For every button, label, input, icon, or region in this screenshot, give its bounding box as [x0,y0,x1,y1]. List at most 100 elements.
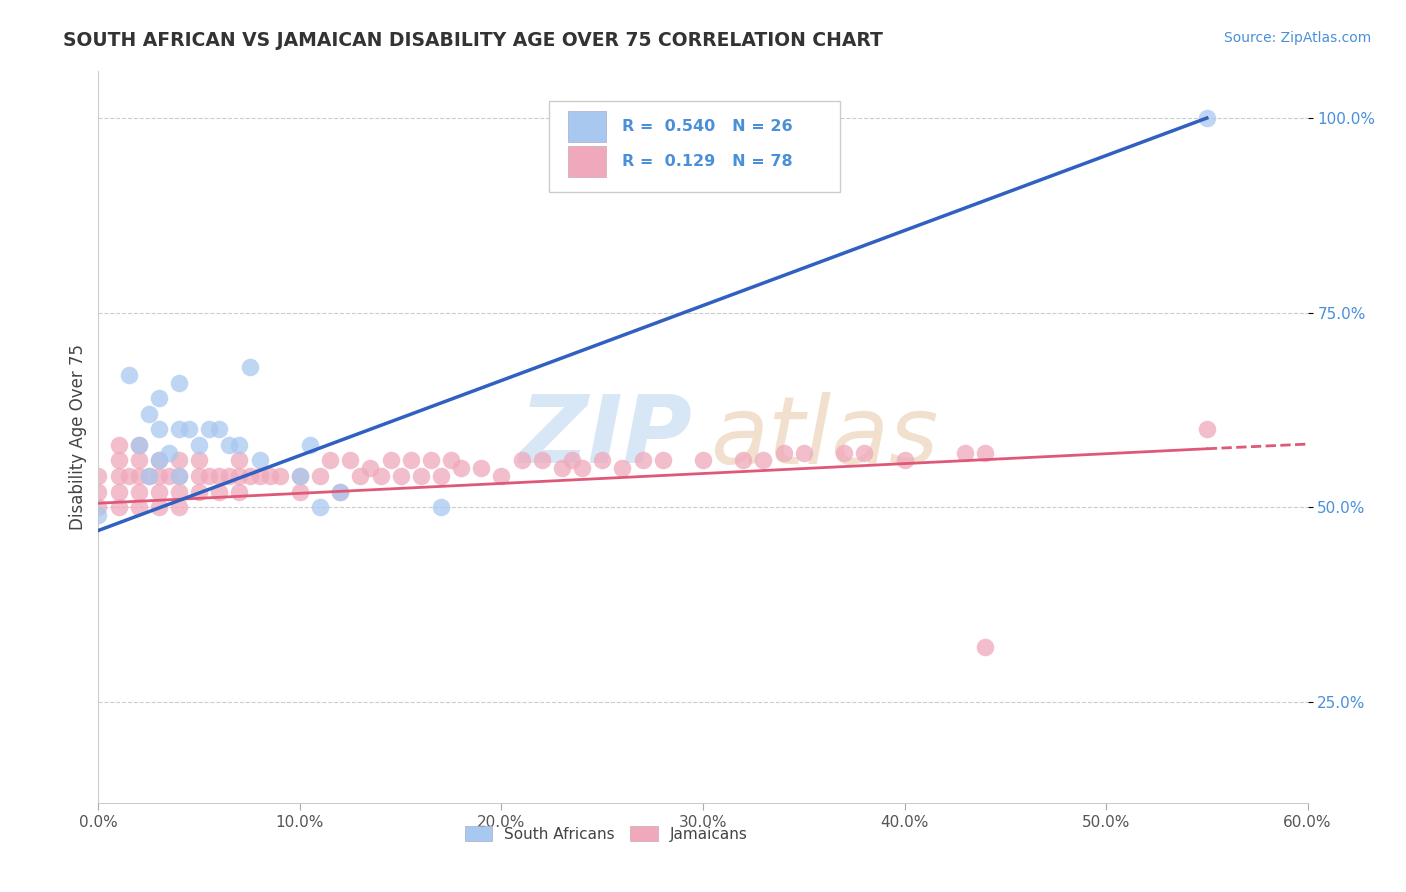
Point [138,407,160,421]
Point [259,469,281,483]
Point [87,500,110,515]
Point [491,469,513,483]
Point [249,469,271,483]
Point [772,445,794,459]
Point [1195,111,1218,125]
Text: Source: ZipAtlas.com: Source: ZipAtlas.com [1223,31,1371,45]
Point [107,469,129,483]
Point [148,484,170,499]
Point [409,469,432,483]
Point [399,453,422,467]
Point [420,453,443,467]
Point [239,359,262,374]
Point [208,484,231,499]
Point [249,453,271,467]
Point [651,453,673,467]
Point [167,453,190,467]
Point [107,500,129,515]
Bar [568,111,606,142]
Point [148,391,170,405]
Point [299,438,322,452]
Point [167,469,190,483]
Point [349,469,371,483]
Point [87,508,110,522]
Point [87,469,110,483]
Point [107,453,129,467]
Point [733,453,755,467]
Point [288,469,311,483]
Point [752,453,775,467]
Point [128,453,150,467]
Point [148,422,170,436]
Point [440,453,463,467]
Y-axis label: Disability Age Over 75: Disability Age Over 75 [69,344,87,530]
Point [893,453,915,467]
Point [148,453,170,467]
Point [329,484,352,499]
Point [430,500,453,515]
Legend: South Africans, Jamaicans: South Africans, Jamaicans [458,820,754,847]
Point [380,453,402,467]
Point [360,461,382,475]
Point [288,484,311,499]
Point [138,469,160,483]
Point [218,469,240,483]
Point [118,469,141,483]
Point [571,461,593,475]
Point [228,469,250,483]
Point [188,453,211,467]
Point [692,453,714,467]
Point [228,484,250,499]
Point [148,469,170,483]
Text: ZIP: ZIP [520,391,693,483]
Point [450,461,472,475]
Point [118,368,141,382]
Point [167,376,190,390]
Point [87,484,110,499]
Point [612,461,634,475]
Text: SOUTH AFRICAN VS JAMAICAN DISABILITY AGE OVER 75 CORRELATION CHART: SOUTH AFRICAN VS JAMAICAN DISABILITY AGE… [63,31,883,50]
Point [198,422,221,436]
Point [288,469,311,483]
Point [128,484,150,499]
Point [309,469,332,483]
Point [389,469,412,483]
Point [128,438,150,452]
Point [974,445,997,459]
Point [953,445,976,459]
Point [309,500,332,515]
Point [188,484,211,499]
Point [631,453,654,467]
Point [974,640,997,655]
Point [148,500,170,515]
Point [228,453,250,467]
Point [208,422,231,436]
Bar [568,146,606,177]
Point [370,469,392,483]
Point [107,438,129,452]
Point [510,453,533,467]
Point [591,453,613,467]
Text: R =  0.540   N = 26: R = 0.540 N = 26 [621,119,793,134]
Point [208,469,231,483]
Text: R =  0.129   N = 78: R = 0.129 N = 78 [621,153,793,169]
Point [218,438,240,452]
Text: atlas: atlas [710,392,938,483]
Point [167,484,190,499]
Point [530,453,553,467]
Point [832,445,855,459]
Point [167,500,190,515]
Point [551,461,574,475]
Point [239,469,262,483]
Point [198,469,221,483]
Point [167,422,190,436]
Point [179,422,201,436]
Point [339,453,361,467]
Point [1195,422,1218,436]
Point [148,453,170,467]
Point [128,500,150,515]
Point [228,438,250,452]
Point [128,469,150,483]
Point [329,484,352,499]
FancyBboxPatch shape [550,101,839,192]
